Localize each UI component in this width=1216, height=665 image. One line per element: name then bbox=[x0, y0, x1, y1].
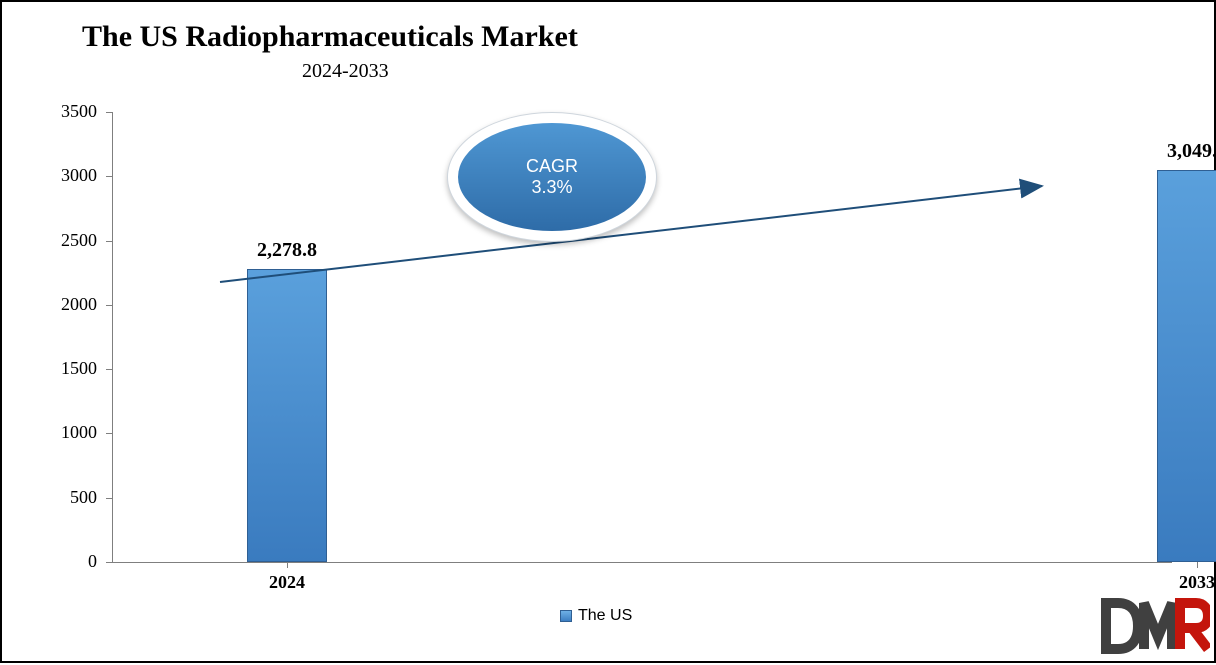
chart-frame: The US Radiopharmaceuticals Market 2024-… bbox=[0, 0, 1216, 663]
dmr-logo bbox=[1100, 597, 1210, 655]
trend-arrow bbox=[2, 2, 1216, 665]
cagr-badge: CAGR 3.3% bbox=[447, 112, 657, 242]
cagr-inner: CAGR 3.3% bbox=[458, 123, 646, 231]
cagr-value: 3.3% bbox=[531, 177, 572, 198]
legend-label: The US bbox=[578, 607, 632, 625]
legend-swatch bbox=[560, 610, 572, 622]
legend: The US bbox=[560, 607, 632, 625]
cagr-label: CAGR bbox=[526, 156, 578, 177]
